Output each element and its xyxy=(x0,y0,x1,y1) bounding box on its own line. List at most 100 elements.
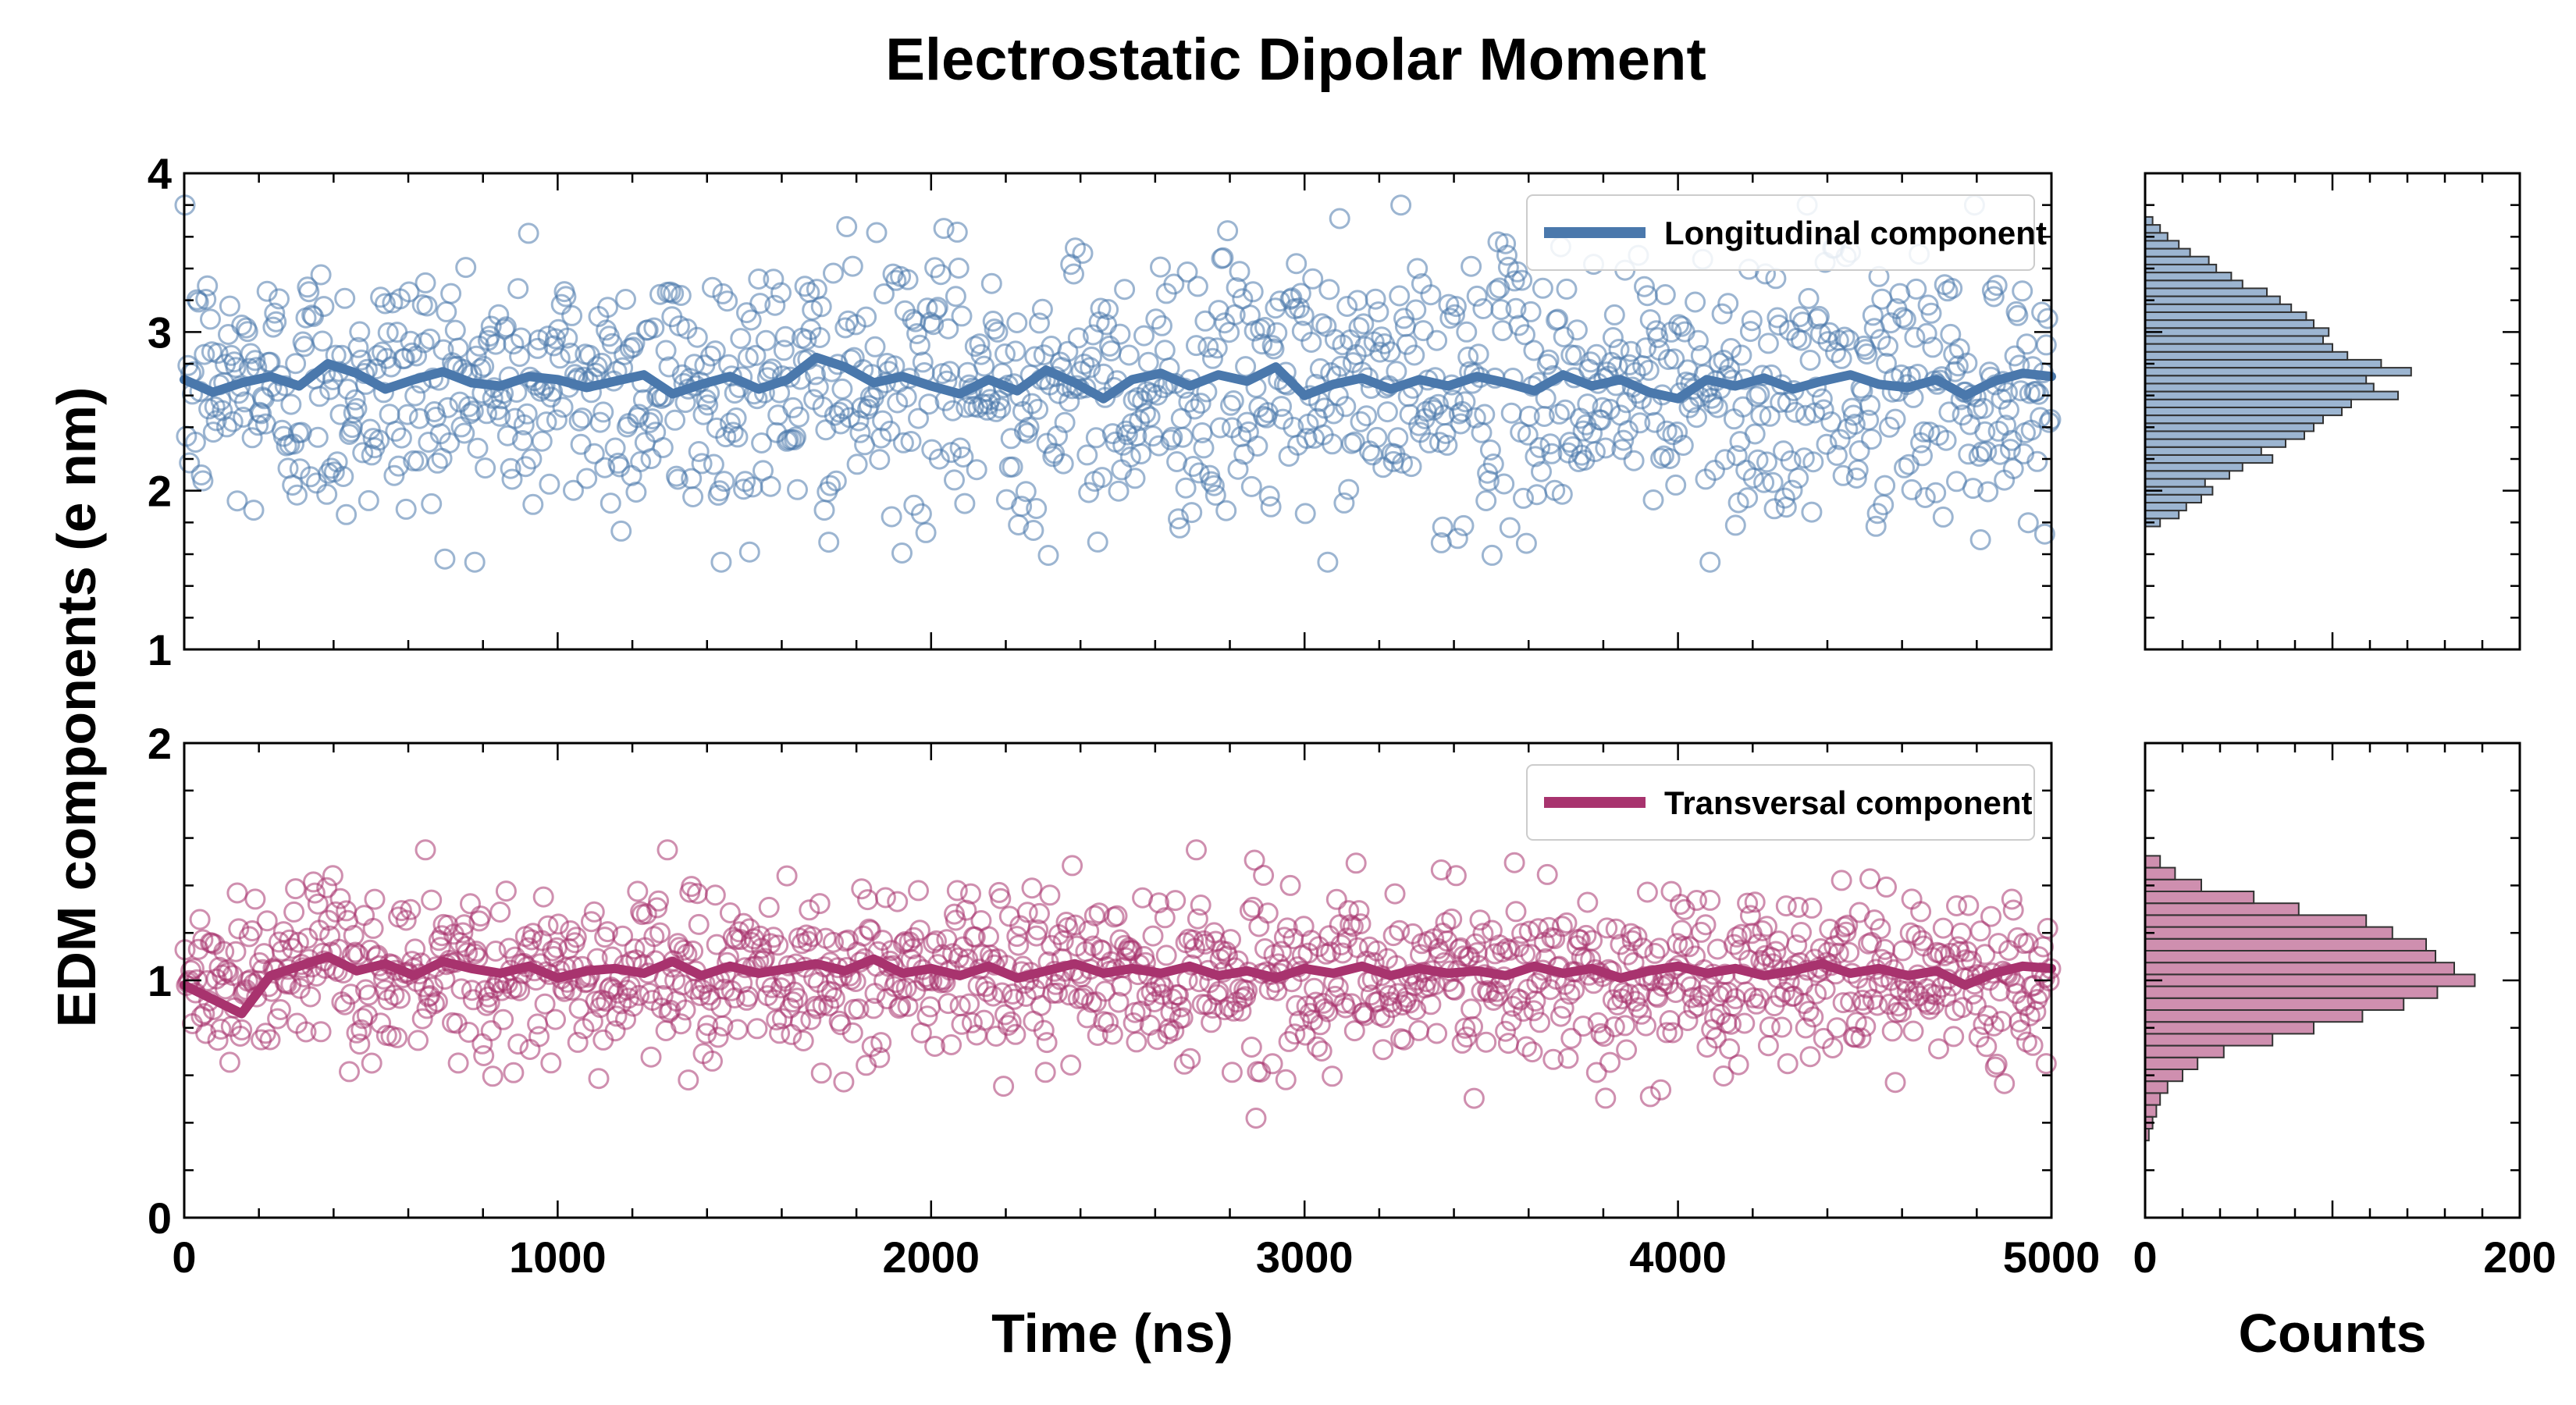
data-point xyxy=(225,357,247,379)
data-point xyxy=(900,431,922,452)
data-point xyxy=(648,890,670,912)
data-point xyxy=(1532,277,1553,299)
data-point xyxy=(1230,1000,1252,1022)
data-point xyxy=(1549,403,1570,425)
data-point xyxy=(1856,977,1878,999)
data-point xyxy=(1052,453,1074,475)
data-point xyxy=(2035,334,2057,356)
data-point xyxy=(1332,942,1354,964)
data-point xyxy=(1215,500,1237,521)
data-point xyxy=(973,1009,995,1031)
data-point xyxy=(1632,937,1654,959)
data-point xyxy=(776,865,798,887)
data-point xyxy=(942,943,963,965)
data-point xyxy=(1590,1023,1612,1044)
histogram-bar xyxy=(2144,240,2180,250)
data-point xyxy=(1441,908,1463,930)
data-point xyxy=(1183,929,1204,951)
data-point xyxy=(1884,408,1906,430)
data-point xyxy=(635,903,657,925)
data-point xyxy=(1139,406,1161,428)
data-point xyxy=(1155,944,1177,966)
data-point xyxy=(1585,1062,1607,1083)
histogram-bar xyxy=(2144,973,2476,987)
histogram-bar xyxy=(2144,430,2305,440)
data-point xyxy=(316,483,338,505)
data-point xyxy=(1856,343,1878,365)
data-point xyxy=(1037,545,1059,566)
data-point xyxy=(1294,503,1316,525)
data-point xyxy=(1859,868,1880,890)
data-point xyxy=(390,987,411,1009)
data-point xyxy=(228,918,250,940)
histogram-bar xyxy=(2144,902,2300,916)
data-point xyxy=(1330,355,1352,377)
data-point xyxy=(1386,361,1407,382)
data-point xyxy=(225,941,247,962)
histogram-bar xyxy=(2144,247,2191,258)
data-point xyxy=(1500,402,1522,424)
data-point xyxy=(828,401,850,423)
data-point xyxy=(462,400,484,422)
data-point xyxy=(333,466,354,487)
data-point xyxy=(758,896,780,918)
histogram-bar xyxy=(2144,1009,2364,1023)
data-point xyxy=(1382,925,1404,947)
data-point xyxy=(390,427,412,449)
data-point xyxy=(1181,502,1203,524)
data-point xyxy=(1176,261,1198,283)
histogram-bar xyxy=(2144,224,2161,234)
data-point xyxy=(500,457,521,479)
histogram-bar xyxy=(2144,866,2176,880)
data-point xyxy=(1202,347,1223,369)
data-point xyxy=(1111,459,1133,481)
data-point xyxy=(415,272,436,293)
data-point xyxy=(434,548,456,570)
data-point xyxy=(519,1039,541,1060)
data-point xyxy=(1518,920,1540,942)
data-point xyxy=(1387,427,1409,449)
data-point xyxy=(1714,449,1736,471)
data-point xyxy=(624,332,646,354)
data-point xyxy=(926,930,947,951)
data-point xyxy=(1396,333,1418,355)
transversal-histogram: 0 200 xyxy=(2133,742,2556,1282)
data-point xyxy=(1114,279,1136,301)
data-point xyxy=(1650,1079,1672,1101)
data-point xyxy=(1541,443,1563,464)
data-point xyxy=(1118,344,1140,366)
data-point xyxy=(1719,1038,1741,1060)
data-point xyxy=(1148,892,1170,914)
data-point xyxy=(222,411,244,432)
data-point xyxy=(1445,296,1467,318)
data-point xyxy=(789,1011,811,1032)
data-point xyxy=(1687,329,1709,351)
data-point xyxy=(269,999,291,1020)
data-point xyxy=(2007,304,2029,326)
data-point xyxy=(1905,278,1927,300)
data-point xyxy=(1635,1015,1656,1037)
data-point xyxy=(1333,492,1355,514)
data-point xyxy=(1325,888,1347,910)
data-point xyxy=(1801,501,1823,523)
data-point xyxy=(1946,895,1967,916)
data-point xyxy=(259,1029,281,1051)
data-point xyxy=(189,909,211,930)
data-point xyxy=(388,455,410,477)
data-point xyxy=(909,334,930,356)
data-point xyxy=(254,1023,276,1044)
data-point xyxy=(1023,520,1044,541)
data-point xyxy=(521,448,543,470)
data-point xyxy=(251,1029,272,1051)
data-point xyxy=(1580,351,1602,373)
data-point xyxy=(1855,1016,1877,1037)
data-point xyxy=(295,1021,317,1043)
data-point xyxy=(1778,319,1800,341)
data-point xyxy=(1335,396,1357,418)
data-point xyxy=(368,429,390,451)
data-point xyxy=(1711,303,1733,325)
data-point xyxy=(1677,1010,1699,1031)
data-point xyxy=(1212,247,1234,269)
data-point xyxy=(1194,310,1216,332)
data-point xyxy=(1407,258,1429,279)
